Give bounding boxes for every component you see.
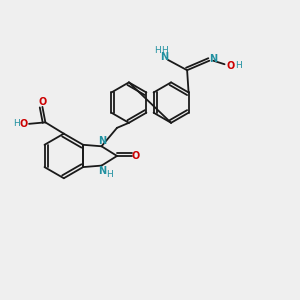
Text: O: O [227,61,235,71]
Text: H: H [161,46,168,56]
Text: O: O [20,119,28,129]
Text: H: H [106,170,113,179]
Text: O: O [132,151,140,161]
Text: N: N [209,54,217,64]
Text: H: H [235,61,242,70]
Text: O: O [39,97,47,107]
Text: H: H [154,46,161,56]
Text: N: N [98,136,106,146]
Text: N: N [98,166,106,176]
Text: H: H [13,119,20,128]
Text: N: N [160,52,168,62]
